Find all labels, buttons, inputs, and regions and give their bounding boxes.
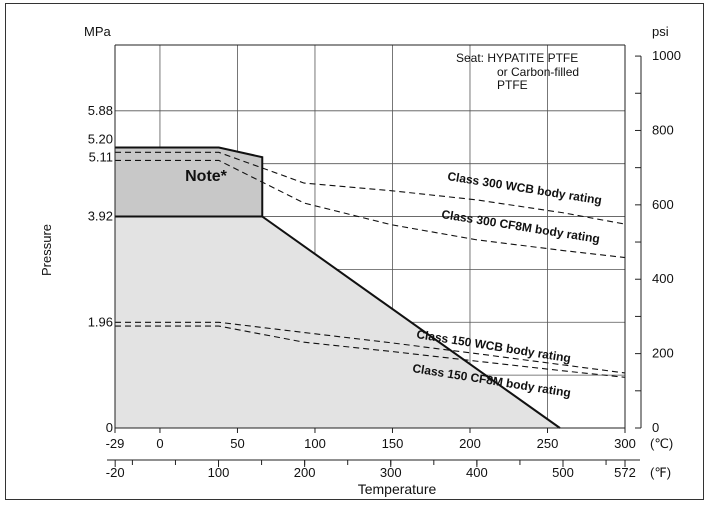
seat-rating-boundary [115, 146, 561, 429]
y-tick-label-mpa: 5.20 [88, 131, 113, 146]
x-unit-fahrenheit: (℉) [650, 465, 671, 480]
note-region [115, 147, 263, 217]
series-line-0 [115, 151, 626, 225]
x-tick-label-celsius: 200 [459, 436, 481, 451]
seat-rating-regions [115, 146, 561, 429]
body-rating-series [115, 151, 626, 378]
y-tick-label-psi: 400 [652, 271, 674, 286]
y-tick-label-mpa: 3.92 [88, 209, 113, 224]
x-tick-label-fahrenheit: -20 [106, 465, 125, 480]
x-tick-label-fahrenheit: 572 [614, 465, 636, 480]
y-tick-label-mpa: 1.96 [88, 314, 113, 329]
seat-note-line-3: PTFE [497, 78, 528, 92]
y-axis-label: Pressure [39, 224, 54, 276]
y-tick-label-mpa: 5.11 [89, 149, 113, 164]
axes: 01.963.925.115.205.8802004006008001000-2… [88, 44, 681, 480]
x-unit-celsius: (℃) [650, 436, 673, 451]
y-tick-label-psi: 800 [652, 122, 674, 137]
x-tick-label-fahrenheit: 500 [552, 465, 574, 480]
x-tick-label-celsius: 0 [156, 436, 163, 451]
y-tick-label-psi: 200 [652, 346, 674, 361]
left-axis-unit: MPa [84, 24, 112, 39]
x-tick-label-celsius: 300 [614, 436, 636, 451]
x-tick-label-celsius: 50 [230, 436, 244, 451]
x-tick-label-fahrenheit: 100 [208, 465, 230, 480]
x-tick-label-fahrenheit: 300 [380, 465, 402, 480]
x-axis-label: Temperature [358, 481, 437, 497]
series-line-3 [115, 325, 626, 378]
x-tick-label-celsius: -29 [106, 436, 125, 451]
x-tick-label-fahrenheit: 200 [294, 465, 316, 480]
seat-note-line-1: Seat: HYPATITE PTFE [456, 51, 578, 65]
x-tick-label-celsius: 100 [304, 436, 326, 451]
seat-rating-area [115, 147, 560, 428]
x-tick-label-celsius: 150 [382, 436, 404, 451]
seat-note-line-2: or Carbon-filled [497, 65, 579, 79]
right-axis-unit: psi [652, 24, 669, 39]
y-tick-label-psi: 0 [652, 420, 659, 435]
y-tick-label-psi: 1000 [652, 48, 681, 63]
x-tick-label-celsius: 250 [537, 436, 559, 451]
series-line-2 [115, 321, 626, 374]
y-tick-label-mpa: 5.88 [88, 103, 113, 118]
y-tick-label-psi: 600 [652, 197, 674, 212]
x-tick-label-fahrenheit: 400 [466, 465, 488, 480]
note-label: Note* [185, 168, 228, 185]
series-line-1 [115, 159, 626, 259]
series-label-class300-cf8m: Class 300 CF8M body rating [441, 207, 601, 246]
y-tick-label-mpa: 0 [106, 420, 113, 435]
